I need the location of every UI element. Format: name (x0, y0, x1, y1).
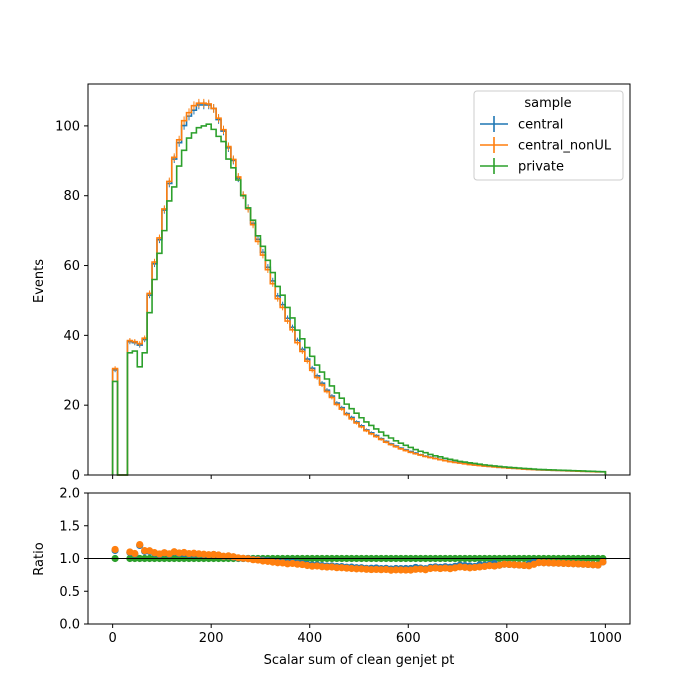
x-tick-label: 400 (297, 631, 322, 646)
top-y-tick-label: 40 (63, 329, 80, 344)
bottom-y-tick-label: 2.0 (59, 487, 80, 502)
legend-box (473, 90, 624, 181)
legend-label-private: private (518, 160, 564, 175)
bottom-y-tick-label: 0.0 (59, 618, 80, 633)
top-y-tick-label: 20 (63, 399, 80, 414)
legend-label-central: central (518, 118, 563, 133)
bottom-y-tick-label: 1.0 (59, 552, 80, 567)
top-y-ticks: 0 20 40 60 80 100 (55, 119, 88, 484)
histogram-step-private (111, 123, 607, 476)
top-y-tick-label: 80 (63, 189, 80, 204)
bottom-y-tick-label: 1.5 (59, 519, 80, 534)
top-x-ticks (112, 475, 606, 479)
x-tick-label: 800 (494, 631, 519, 646)
ratio-point-central_nonUL (136, 540, 144, 549)
ratio-point-central_nonUL (599, 558, 607, 566)
x-tick-label: 1000 (589, 631, 622, 646)
top-y-tick-label: 60 (63, 259, 80, 274)
ratio-panel: 0 200 400 600 800 1000 0.00.51.01.52.0 Ratio … (32, 487, 631, 668)
ratio-point-central_nonUL (111, 545, 119, 554)
top-y-tick-label: 0 (72, 469, 80, 484)
y-axis-label-events: Events (32, 259, 47, 303)
x-axis-label: Scalar sum of clean genjet pt (264, 653, 455, 668)
x-tick-label: 200 (199, 631, 224, 646)
top-y-tick-label: 100 (55, 119, 80, 134)
ratio-point-central_nonUL (131, 549, 139, 558)
bottom-y-tick-label: 0.5 (59, 585, 80, 600)
bottom-y-ticks: 0.0 0.5 1.0 1.5 2.0 (59, 487, 88, 633)
y-axis-label-ratio: Ratio (32, 542, 47, 575)
legend-label-central_nonUL: central_nonUL (518, 139, 612, 154)
x-tick-label: 600 (396, 631, 421, 646)
histogram-series-layer (111, 98, 607, 476)
x-tick-label: 0 (108, 631, 116, 646)
bottom-x-ticks: 0 200 400 600 800 1000 (108, 624, 622, 646)
legend-title: sample (524, 96, 571, 111)
top-axes-frame (87, 83, 631, 476)
